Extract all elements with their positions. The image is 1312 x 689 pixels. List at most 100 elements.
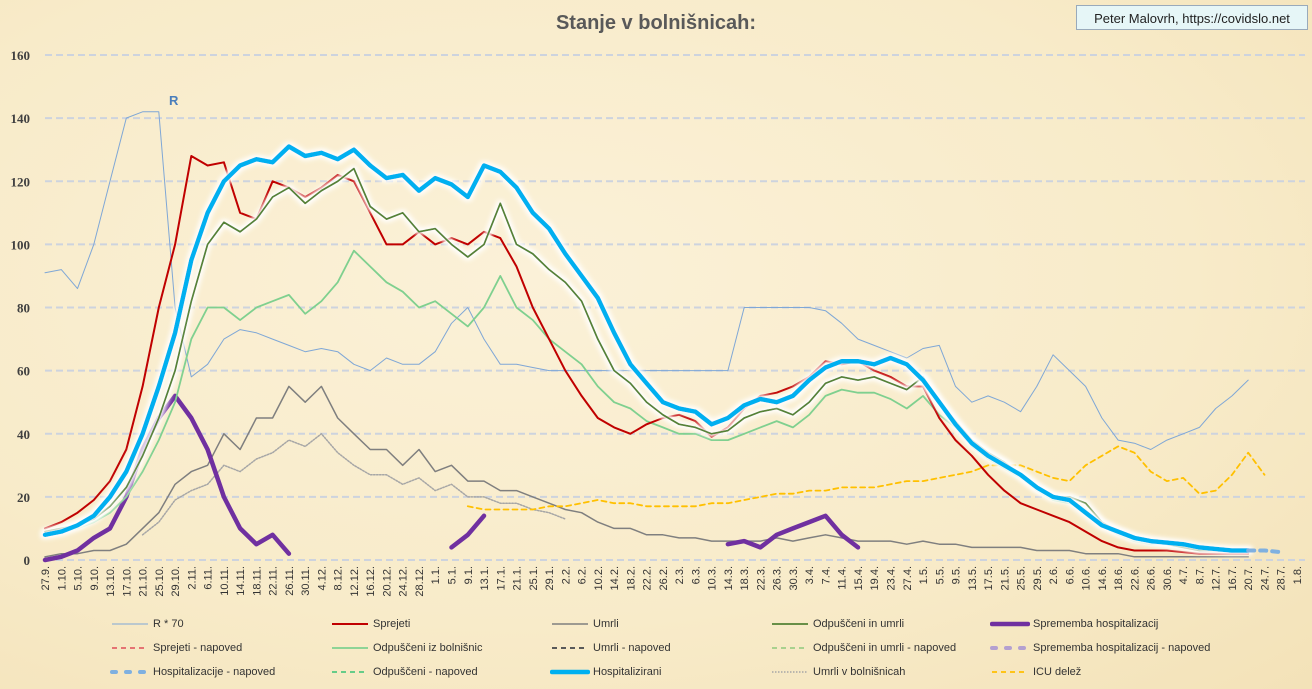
x-tick-label: 30.11.	[300, 566, 312, 596]
x-tick-label: 9.10.	[89, 566, 101, 590]
legend-swatch	[550, 669, 590, 675]
x-tick-label: 12.12.	[349, 566, 361, 597]
x-tick-label: 26.11.	[284, 566, 296, 596]
legend-label: Umrli - napoved	[593, 642, 671, 654]
x-tick-label: 24.12.	[398, 566, 410, 597]
legend-item: Odpuščeni in umrli	[770, 617, 990, 631]
x-tick-label: 10.11.	[219, 566, 231, 596]
legend-item: Odpuščeni iz bolnišnic	[330, 641, 550, 655]
y-tick-label: 120	[11, 174, 31, 189]
legend-label: Sprejeti - napoved	[153, 642, 243, 654]
credit-box: Peter Malovrh, https://covidslo.net	[1076, 5, 1308, 30]
legend-swatch	[552, 647, 588, 649]
x-tick-label: 14.6.	[1097, 566, 1109, 590]
legend-swatch	[990, 646, 1030, 650]
legend-item: Hospitalizirani	[550, 665, 770, 679]
x-tick-label: 23.4.	[886, 566, 898, 590]
x-tick-label: 1.8.	[1292, 566, 1304, 584]
x-tick-label: 13.5.	[967, 566, 979, 590]
x-tick-label: 17.1.	[495, 566, 507, 590]
x-tick-label: 21.1.	[512, 566, 524, 590]
legend-label: R * 70	[153, 618, 184, 630]
legend-swatch	[772, 671, 808, 673]
x-tick-label: 26.2.	[658, 566, 670, 590]
legend-label: Hospitalizacije - napoved	[153, 666, 276, 678]
legend-item: Sprememba hospitalizacij	[990, 617, 1230, 631]
x-tick-label: 4.12.	[316, 566, 328, 590]
legend-swatch	[772, 647, 808, 649]
legend-item: Odpuščeni - napoved	[330, 665, 550, 679]
legend-label: Sprememba hospitalizacij - napoved	[1033, 642, 1211, 654]
x-tick-label: 1.5.	[918, 566, 930, 584]
legend-item: Hospitalizacije - napoved	[110, 665, 330, 679]
series-line-umrli	[44, 385, 1249, 558]
x-tick-label: 29.1.	[544, 566, 556, 590]
x-tick-label: 20.12.	[381, 566, 393, 597]
chart-title: Stanje v bolnišnicah:	[555, 12, 757, 34]
y-tick-label: 0	[24, 553, 31, 568]
x-tick-label: 28.12.	[414, 566, 426, 597]
legend-item: Sprejeti - napoved	[110, 641, 330, 655]
x-tick-label: 14.11.	[235, 566, 247, 596]
legend-item: Sprememba hospitalizacij - napoved	[990, 641, 1230, 655]
x-tick-label: 5.10.	[73, 566, 85, 590]
x-tick-label: 27.9.	[40, 566, 52, 590]
r-annotation: R	[169, 93, 179, 108]
legend-label: Sprememba hospitalizacij	[1033, 618, 1159, 630]
x-tick-label: 9.1.	[463, 566, 475, 584]
legend-swatch	[332, 671, 368, 673]
x-tick-label: 13.10.	[105, 566, 117, 597]
x-tick-label: 8.12.	[333, 566, 345, 590]
x-tick-label: 30.6.	[1162, 566, 1174, 590]
x-tick-label: 24.7.	[1259, 566, 1271, 590]
x-tick-label: 13.1.	[479, 566, 491, 590]
x-tick-label: 25.1.	[528, 566, 540, 590]
x-tick-label: 21.5.	[999, 566, 1011, 590]
legend-swatch	[112, 623, 148, 625]
legend-swatch	[110, 670, 150, 674]
series-line-hospitalizirani	[42, 144, 1251, 553]
y-tick-label: 20	[17, 490, 30, 505]
series-line-icu-dele-	[466, 445, 1266, 511]
series-line-hospitalizacije-napoved	[1246, 548, 1283, 555]
legend-label: Umrli v bolnišnicah	[813, 666, 906, 678]
series-line-r-70	[44, 111, 1249, 450]
legend-swatch	[112, 647, 148, 649]
x-tick-label: 2.3.	[674, 566, 686, 584]
x-tick-label: 16.7.	[1227, 566, 1239, 590]
legend-swatch	[332, 623, 368, 625]
x-tick-label: 8.7.	[1194, 566, 1206, 584]
x-tick-label: 25.5.	[1016, 566, 1028, 590]
x-tick-label: 9.5.	[951, 566, 963, 584]
x-tick-label: 25.10.	[154, 566, 166, 597]
x-tick-label: 3.4.	[804, 566, 816, 584]
legend-item: Umrli v bolnišnicah	[770, 665, 990, 679]
x-tick-label: 16.12.	[365, 566, 377, 597]
x-tick-label: 6.6.	[1064, 566, 1076, 584]
x-tick-label: 22.2.	[642, 566, 654, 590]
x-tick-label: 17.10.	[121, 566, 133, 597]
x-tick-label: 17.5.	[983, 566, 995, 590]
series-line-sprejeti	[44, 155, 1250, 555]
series-lines	[42, 111, 1283, 560]
y-tick-label: 160	[11, 48, 31, 63]
x-tick-label: 27.4.	[902, 566, 914, 590]
legend: R * 70 Sprejeti Umrli Odpuščeni in umrli Spr…	[110, 617, 1310, 679]
y-tick-label: 60	[17, 364, 30, 379]
x-tick-label: 26.6.	[1146, 566, 1158, 590]
legend-label: Odpuščeni in umrli - napoved	[813, 642, 957, 654]
x-tick-label: 18.3.	[739, 566, 751, 590]
legend-label: Umrli	[593, 618, 619, 630]
x-tick-label: 1.1.	[430, 566, 442, 584]
x-tick-label: 5.5.	[934, 566, 946, 584]
legend-swatch	[332, 647, 368, 649]
legend-label: ICU delež	[1033, 666, 1082, 678]
x-tick-label: 11.4.	[837, 566, 849, 590]
legend-swatch	[992, 671, 1028, 673]
x-tick-label: 18.11.	[251, 566, 263, 596]
legend-item: R * 70	[110, 617, 330, 631]
legend-item: Sprejeti	[330, 617, 550, 631]
legend-label: Odpuščeni in umrli	[813, 618, 905, 630]
legend-label: Hospitalizirani	[593, 666, 662, 678]
x-tick-label: 30.3.	[788, 566, 800, 590]
